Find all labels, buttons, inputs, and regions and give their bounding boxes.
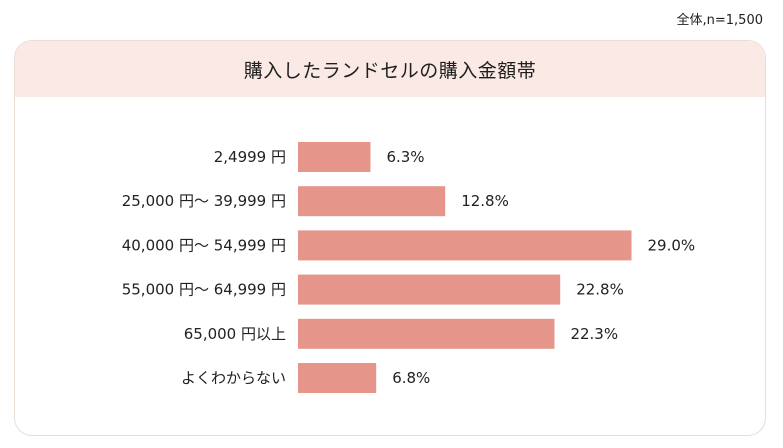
sample-size-note: 全体,n=1,500	[676, 13, 763, 28]
chart-header: 購入したランドセルの購入金額帯	[15, 41, 765, 97]
chart-card: 購入したランドセルの購入金額帯	[14, 40, 766, 436]
chart-title: 購入したランドセルの購入金額帯	[243, 59, 537, 82]
